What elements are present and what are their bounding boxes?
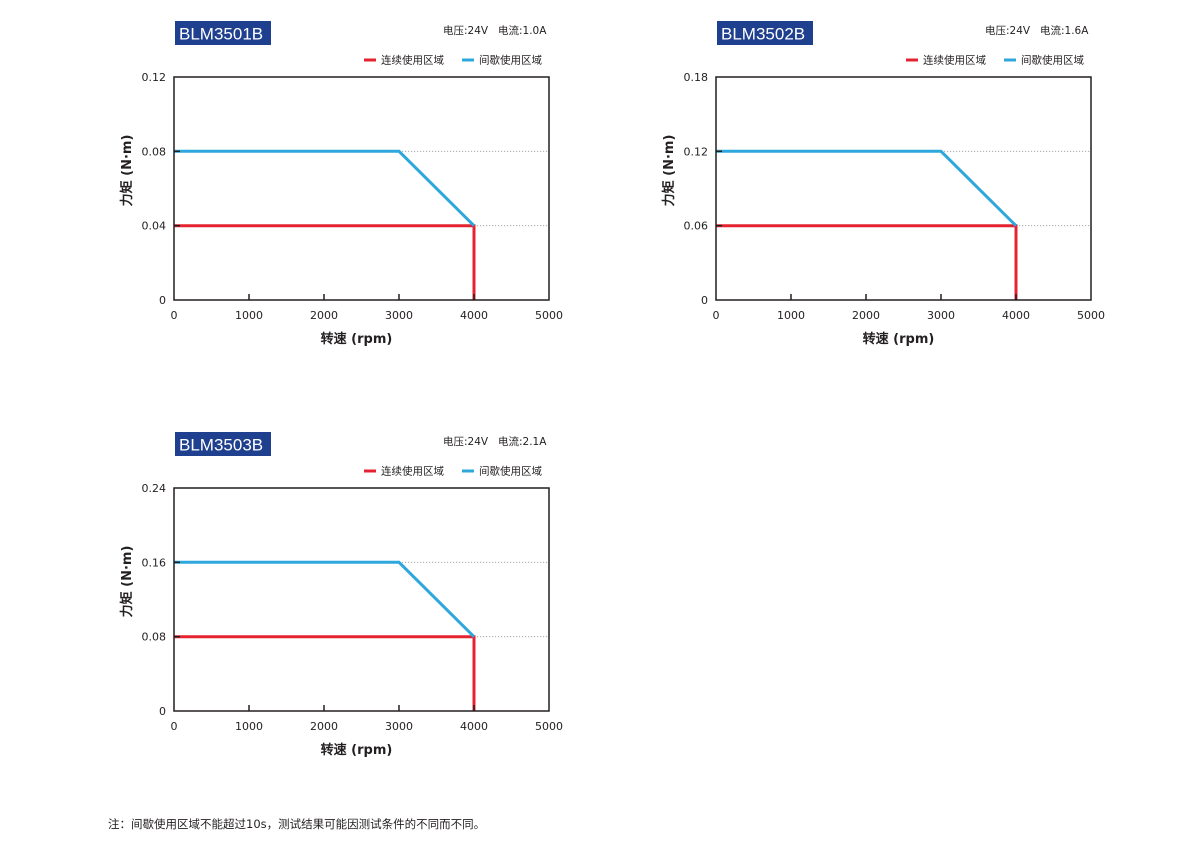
series-line-intermittent (174, 560, 476, 638)
series-line-intermittent (716, 149, 1018, 227)
chart-title: BLM3501B (179, 25, 263, 44)
y-tick-label: 0.12 (142, 71, 167, 84)
chart-blm3503b: BLM3503B 电压:24V 电流:2.1A 连续使用区域 间歇使用区域 0 1000 20… (119, 432, 563, 758)
x-tick-label: 0 (713, 309, 720, 322)
spec-voltage: 电压:24V (443, 435, 489, 448)
x-tick-label: 1000 (777, 309, 805, 322)
plot-frame (173, 487, 550, 712)
spec-voltage: 电压:24V (443, 24, 489, 37)
spec-voltage: 电压:24V (985, 24, 1031, 37)
chart-panel-blm3501b: BLM3501B 电压:24V 电流:1.0A 连续使用区域 间歇使用区域 0 1000 20… (0, 0, 563, 380)
chart-panel-blm3502b: BLM3502B 电压:24V 电流:1.6A 连续使用区域 间歇使用区域 0 1000 20… (542, 0, 1105, 380)
title-badge (175, 21, 271, 45)
x-tick-label: 0 (171, 720, 178, 733)
series-line-continuous (174, 224, 476, 300)
x-tick-label: 4000 (460, 720, 488, 733)
y-axis-label: 力矩 (N·m) (119, 546, 135, 618)
series-line-intermittent (174, 149, 476, 227)
series-line-continuous (716, 224, 1018, 300)
x-tick-label: 5000 (535, 309, 563, 322)
y-tick-label: 0 (159, 294, 166, 307)
footnote: 注：间歇使用区域不能超过10s，测试结果可能因测试条件的不同而不同。 (108, 817, 486, 831)
series-line-continuous (174, 635, 476, 711)
chart-panel-blm3503b: BLM3503B 电压:24V 电流:2.1A 连续使用区域 间歇使用区域 0 1000 20… (0, 411, 563, 791)
legend-label-intermittent: 间歇使用区域 (1021, 54, 1084, 67)
y-tick-label: 0.24 (142, 482, 167, 495)
legend-label-continuous: 连续使用区域 (381, 465, 444, 478)
x-tick-label: 0 (171, 309, 178, 322)
x-tick-label: 5000 (1077, 309, 1105, 322)
x-tick-label: 2000 (852, 309, 880, 322)
y-tick-label: 0.12 (684, 145, 709, 158)
y-tick-label: 0.18 (684, 71, 709, 84)
y-tick-label: 0 (159, 705, 166, 718)
plot-frame (715, 76, 1092, 301)
plot-frame (173, 76, 550, 301)
y-tick-label: 0.04 (142, 220, 167, 233)
x-tick-label: 3000 (385, 309, 413, 322)
legend-label-intermittent: 间歇使用区域 (479, 465, 542, 478)
legend-label-intermittent: 间歇使用区域 (479, 54, 542, 67)
chart-title: BLM3503B (179, 436, 263, 455)
spec-current: 电流:2.1A (498, 435, 547, 448)
title-badge (717, 21, 813, 45)
x-tick-label: 2000 (310, 720, 338, 733)
y-axis-label: 力矩 (N·m) (661, 135, 677, 207)
y-tick-label: 0.08 (142, 631, 167, 644)
spec-current: 电流:1.0A (498, 24, 547, 37)
x-axis-label: 转速 (rpm) (863, 331, 935, 347)
chart-blm3502b: BLM3502B 电压:24V 电流:1.6A 连续使用区域 间歇使用区域 0 1000 20… (661, 21, 1105, 347)
x-tick-label: 2000 (310, 309, 338, 322)
x-tick-label: 1000 (235, 309, 263, 322)
chart-blm3501b: BLM3501B 电压:24V 电流:1.0A 连续使用区域 间歇使用区域 0 1000 20… (119, 21, 563, 347)
y-tick-label: 0.06 (684, 220, 709, 233)
legend-label-continuous: 连续使用区域 (381, 54, 444, 67)
x-tick-label: 4000 (460, 309, 488, 322)
y-axis-label: 力矩 (N·m) (119, 135, 135, 207)
x-axis-label: 转速 (rpm) (321, 331, 393, 347)
x-tick-label: 3000 (927, 309, 955, 322)
x-tick-label: 4000 (1002, 309, 1030, 322)
chart-title: BLM3502B (721, 25, 805, 44)
x-tick-label: 3000 (385, 720, 413, 733)
spec-current: 电流:1.6A (1040, 24, 1089, 37)
title-badge (175, 432, 271, 456)
y-tick-label: 0.08 (142, 145, 167, 158)
legend-label-continuous: 连续使用区域 (923, 54, 986, 67)
y-tick-label: 0.16 (142, 556, 167, 569)
x-tick-label: 1000 (235, 720, 263, 733)
x-axis-label: 转速 (rpm) (321, 742, 393, 758)
y-tick-label: 0 (701, 294, 708, 307)
x-tick-label: 5000 (535, 720, 563, 733)
